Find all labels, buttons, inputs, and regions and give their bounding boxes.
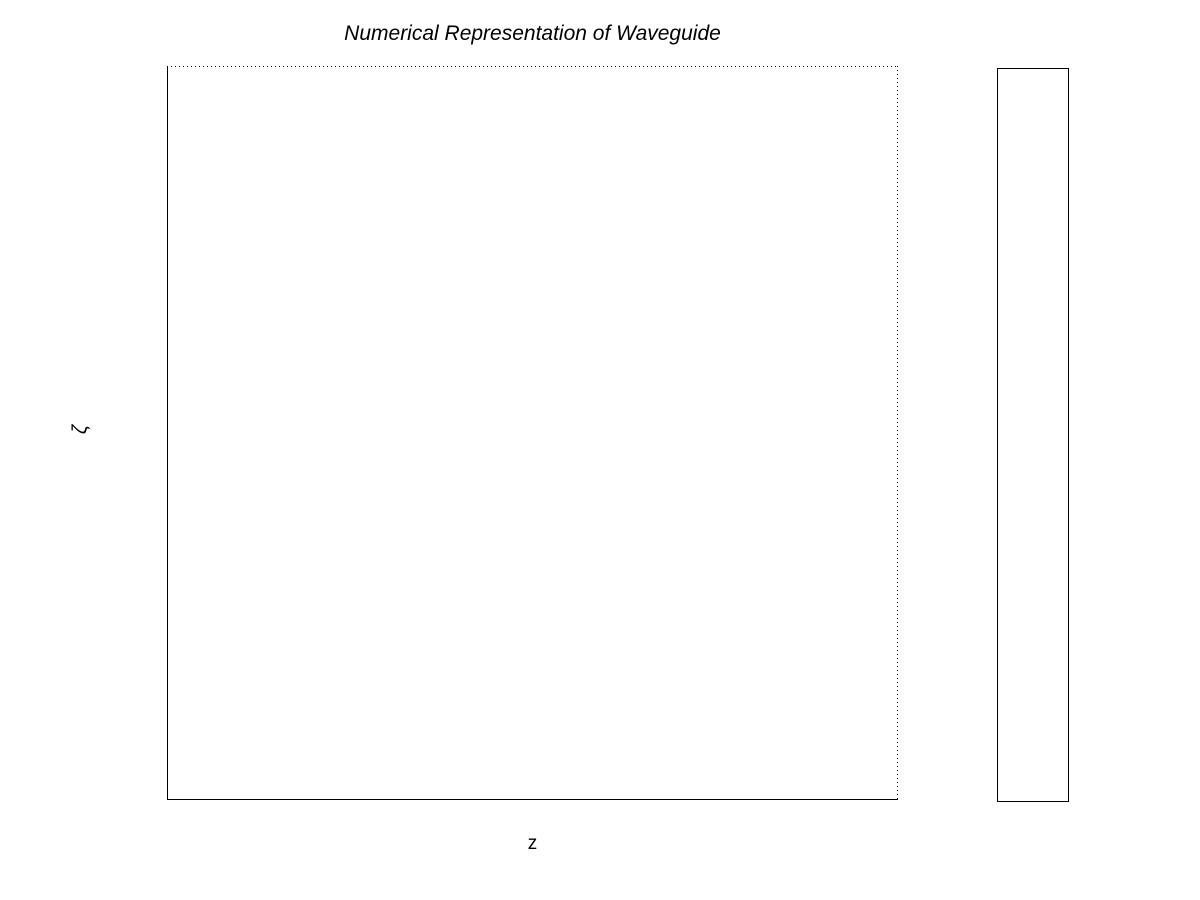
colorbar <box>997 68 1069 802</box>
plot-area <box>167 66 898 800</box>
plot-border-left <box>167 66 168 800</box>
y-axis-label: ζ <box>69 424 92 435</box>
x-axis-label: z <box>527 833 538 854</box>
plot-border-bottom <box>167 799 898 800</box>
plot-border-top-dotted <box>167 66 898 67</box>
colorbar-gradient-canvas <box>998 69 1066 799</box>
figure-title: Numerical Representation of Waveguide <box>344 22 721 45</box>
waveguide-heatmap-canvas <box>167 66 898 800</box>
plot-border-right-dotted <box>897 66 898 800</box>
